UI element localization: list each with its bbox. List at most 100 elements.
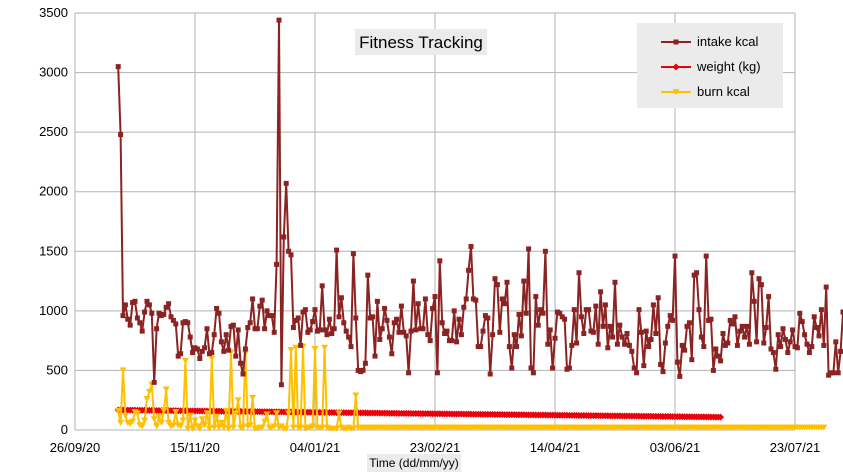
intake-kcal-point	[487, 371, 493, 377]
intake-kcal-point	[581, 330, 587, 336]
intake-kcal-point	[811, 314, 817, 320]
intake-kcal-point	[624, 330, 630, 336]
intake-kcal-point	[607, 323, 613, 329]
intake-kcal-point	[142, 309, 148, 315]
intake-kcal-point	[605, 345, 611, 351]
intake-kcal-point	[372, 353, 378, 359]
intake-kcal-point	[552, 335, 558, 341]
intake-kcal-point	[456, 316, 462, 322]
intake-kcal-point	[742, 334, 748, 340]
intake-kcal-point	[521, 278, 527, 284]
intake-kcal-point	[694, 270, 700, 276]
intake-kcal-point	[334, 247, 340, 253]
intake-kcal-point	[542, 248, 548, 254]
burn-kcal-point	[234, 397, 242, 404]
intake-kcal-point	[562, 316, 568, 322]
x-tick-label: 26/09/20	[50, 440, 101, 455]
intake-kcal-point	[178, 351, 184, 357]
intake-kcal-point	[259, 297, 265, 303]
intake-kcal-point	[617, 322, 623, 328]
burn-kcal-point	[143, 396, 151, 403]
intake-kcal-point	[468, 244, 474, 250]
intake-kcal-point	[120, 313, 126, 319]
burn-kcal-point	[213, 413, 221, 420]
intake-kcal-point	[557, 310, 563, 316]
intake-kcal-point	[602, 302, 608, 308]
intake-kcal-point	[326, 316, 332, 322]
intake-kcal-point	[538, 307, 544, 313]
burn-kcal-point	[820, 424, 828, 431]
intake-kcal-point	[840, 309, 843, 315]
intake-kcal-point	[396, 329, 402, 335]
burn-kcal-point	[285, 410, 293, 417]
intake-kcal-point	[838, 348, 843, 354]
intake-kcal-point	[732, 314, 738, 320]
intake-kcal-point	[163, 304, 169, 310]
intake-kcal-point	[610, 334, 616, 340]
intake-kcal-point	[756, 276, 762, 282]
x-tick-label: 03/06/21	[650, 440, 701, 455]
burn-kcal-point	[198, 416, 206, 423]
intake-kcal-point	[302, 307, 308, 313]
intake-kcal-point	[473, 297, 479, 303]
intake-kcal-point	[485, 315, 491, 321]
intake-kcal-point	[422, 296, 428, 302]
intake-kcal-point	[458, 332, 464, 338]
burn-kcal-point	[203, 410, 211, 417]
burn-kcal-point	[157, 419, 165, 426]
intake-kcal-point	[360, 367, 366, 373]
intake-kcal-point	[514, 344, 520, 350]
intake-kcal-point	[590, 329, 596, 335]
burn-kcal-point	[184, 425, 192, 432]
intake-kcal-point	[362, 360, 368, 366]
legend-label: intake kcal	[697, 34, 759, 49]
intake-kcal-point	[650, 302, 656, 308]
intake-kcal-point	[799, 319, 805, 325]
x-axis-title-text: Time (dd/mm/yy)	[369, 456, 459, 470]
intake-kcal-point	[643, 328, 649, 334]
burn-kcal-point	[186, 412, 194, 419]
axis-labels: 0 500 1000 1500 2000 2500 3000 3500 26/09/20 15/1…	[39, 5, 820, 455]
intake-kcal-point	[257, 303, 263, 309]
intake-kcal-point	[737, 328, 743, 334]
intake-kcal-point	[298, 342, 304, 348]
intake-kcal-point	[595, 341, 601, 347]
intake-kcal-point	[115, 64, 121, 70]
intake-kcal-point	[240, 371, 246, 377]
burn-kcal-point	[129, 418, 137, 425]
intake-kcal-point	[509, 365, 515, 371]
burn-kcal-point	[177, 423, 185, 430]
legend-item-intake-kcal: intake kcal	[661, 34, 759, 49]
intake-kcal-point	[276, 17, 282, 23]
intake-kcal-point	[818, 307, 824, 313]
intake-kcal-point	[319, 283, 325, 289]
intake-kcal-point	[578, 314, 584, 320]
intake-kcal-point	[384, 317, 390, 323]
intake-kcal-point	[238, 360, 244, 366]
intake-kcal-point	[655, 295, 661, 301]
intake-kcal-point	[619, 334, 625, 340]
intake-kcal-point	[341, 320, 347, 326]
x-tick-label: 04/01/21	[290, 440, 341, 455]
intake-kcal-point	[511, 332, 517, 338]
intake-kcal-point	[374, 298, 380, 304]
intake-kcal-point	[166, 301, 172, 307]
intake-kcal-point	[533, 294, 539, 300]
intake-kcal-point	[194, 346, 200, 352]
burn-kcal-point	[155, 413, 163, 420]
intake-kcal-point	[322, 327, 328, 333]
legend-marker	[673, 39, 679, 45]
intake-kcal-point	[746, 341, 752, 347]
intake-kcal-point	[696, 307, 702, 313]
intake-kcal-point	[598, 289, 604, 295]
intake-kcal-point	[410, 278, 416, 284]
intake-kcal-point	[216, 310, 222, 316]
intake-kcal-point	[185, 320, 191, 326]
intake-kcal-point	[413, 327, 419, 333]
intake-kcal-point	[766, 294, 772, 300]
burn-kcal-point	[205, 425, 213, 432]
intake-kcal-point	[329, 330, 335, 336]
intake-kcal-point	[283, 180, 289, 186]
intake-kcal-point	[802, 332, 808, 338]
burn-kcal-point	[208, 355, 216, 362]
